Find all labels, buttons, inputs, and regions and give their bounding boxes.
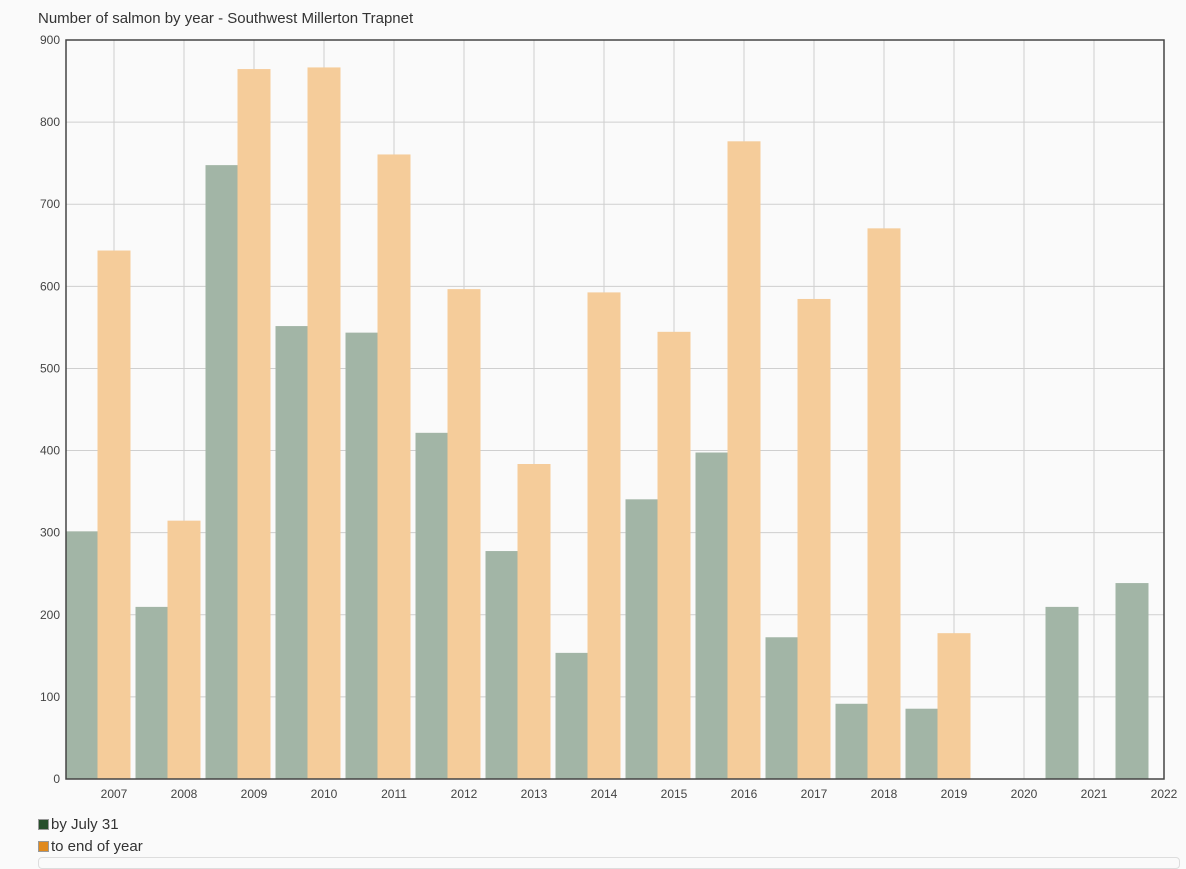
bar-by-july-31-2009[interactable] [205, 165, 239, 780]
bar-by-july-31-2016[interactable] [695, 452, 729, 780]
chart-title: Number of salmon by year - Southwest Mil… [38, 10, 414, 27]
bar-by-july-31-2015[interactable] [625, 499, 659, 780]
bar-to-end-of-year-2010[interactable] [307, 67, 341, 780]
x-tick-label-2010: 2010 [311, 787, 338, 801]
bar-to-end-of-year-2008[interactable] [167, 520, 201, 780]
bar-to-end-of-year-2011[interactable] [377, 154, 411, 780]
x-tick-label-2009: 2009 [241, 787, 268, 801]
data-table-panel [38, 857, 1180, 869]
y-tick-label-500: 500 [40, 361, 60, 375]
bar-by-july-31-2007[interactable] [65, 531, 99, 780]
x-tick-label-2017: 2017 [801, 787, 828, 801]
bar-by-july-31-2010[interactable] [275, 326, 309, 780]
legend-swatch-by-july-31 [38, 818, 49, 830]
bar-by-july-31-2019[interactable] [905, 708, 939, 780]
bar-by-july-31-2008[interactable] [135, 606, 169, 780]
x-tick-label-2013: 2013 [521, 787, 548, 801]
bar-by-july-31-2017[interactable] [765, 637, 799, 780]
bar-by-july-31-2011[interactable] [345, 332, 379, 780]
y-tick-label-200: 200 [40, 608, 60, 622]
x-tick-label-2019: 2019 [941, 787, 968, 801]
y-tick-label-0: 0 [53, 772, 60, 786]
bar-to-end-of-year-2016[interactable] [727, 141, 761, 780]
y-tick-label-700: 700 [40, 197, 60, 211]
bar-by-july-31-2014[interactable] [555, 652, 589, 780]
bar-by-july-31-2022[interactable] [1115, 583, 1149, 780]
bar-to-end-of-year-2017[interactable] [797, 298, 831, 780]
x-tick-label-2021: 2021 [1081, 787, 1108, 801]
bar-chart: 0 100 200 300 400 500 600 700 800 900 2007 2008 2009… [40, 33, 1178, 801]
y-tick-label-900: 900 [40, 33, 60, 47]
y-tick-label-400: 400 [40, 444, 60, 458]
bar-to-end-of-year-2007[interactable] [97, 250, 131, 780]
x-tick-label-2007: 2007 [101, 787, 128, 801]
bar-to-end-of-year-2012[interactable] [447, 289, 481, 780]
bar-to-end-of-year-2014[interactable] [587, 292, 621, 780]
bars [65, 67, 1149, 780]
x-tick-label-2020: 2020 [1011, 787, 1038, 801]
x-tick-label-2018: 2018 [871, 787, 898, 801]
plot-frame [65, 39, 1165, 780]
x-tick-label-2008: 2008 [171, 787, 198, 801]
y-tick-label-800: 800 [40, 115, 60, 129]
legend-item-by-july-31[interactable]: by July 31 [38, 813, 143, 835]
x-tick-label-2016: 2016 [731, 787, 758, 801]
bar-to-end-of-year-2015[interactable] [657, 331, 691, 780]
axes: 0 100 200 300 400 500 600 700 800 900 2007 2008 2009… [40, 33, 1178, 801]
bar-by-july-31-2021[interactable] [1045, 606, 1079, 780]
bar-to-end-of-year-2018[interactable] [867, 228, 901, 780]
x-tick-label-2011: 2011 [381, 787, 407, 801]
legend-item-to-end-of-year[interactable]: to end of year [38, 835, 143, 857]
x-tick-label-2015: 2015 [661, 787, 688, 801]
bar-by-july-31-2012[interactable] [415, 432, 449, 780]
x-tick-label-2012: 2012 [451, 787, 478, 801]
bar-to-end-of-year-2019[interactable] [937, 633, 971, 780]
bar-to-end-of-year-2009[interactable] [237, 69, 271, 780]
legend-swatch-to-end-of-year [38, 840, 49, 852]
legend-label-to-end-of-year: to end of year [51, 837, 143, 855]
y-tick-label-300: 300 [40, 526, 60, 540]
y-tick-label-100: 100 [40, 690, 60, 704]
x-tick-label-2014: 2014 [591, 787, 618, 801]
x-tick-label-2022: 2022 [1151, 787, 1178, 801]
bar-by-july-31-2018[interactable] [835, 703, 869, 780]
y-tick-label-600: 600 [40, 279, 60, 293]
legend: by July 31 to end of year [38, 813, 143, 857]
legend-label-by-july-31: by July 31 [51, 815, 119, 833]
bar-by-july-31-2013[interactable] [485, 551, 519, 780]
bar-to-end-of-year-2013[interactable] [517, 464, 551, 780]
